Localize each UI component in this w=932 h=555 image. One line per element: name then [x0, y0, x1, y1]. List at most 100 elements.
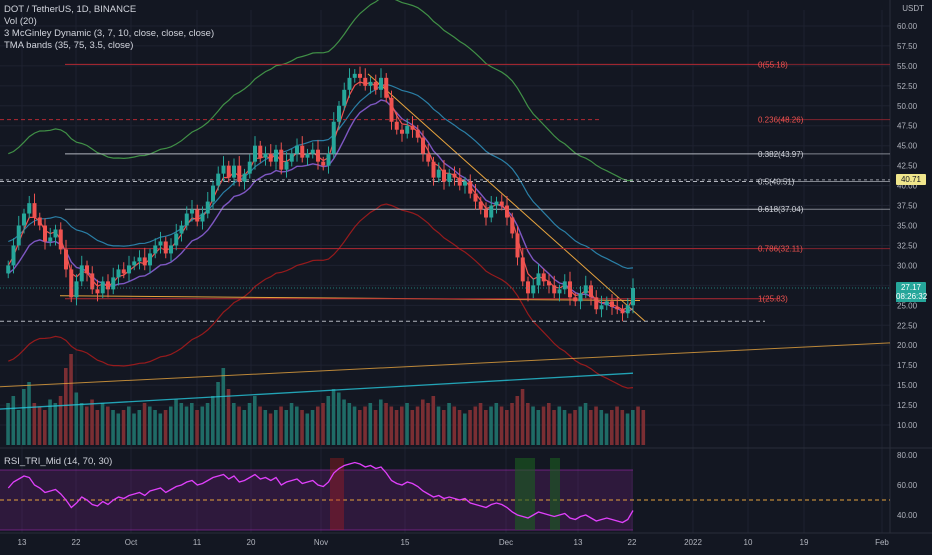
- volume-bar: [352, 406, 357, 445]
- candle-body: [289, 153, 294, 162]
- volume-bar: [636, 406, 640, 445]
- time-axis-label: 11: [193, 538, 202, 547]
- candle-body: [583, 285, 588, 294]
- candle-body: [195, 209, 200, 222]
- volume-bar: [158, 413, 163, 445]
- volume-bar: [310, 410, 315, 445]
- volume-bar: [342, 399, 346, 445]
- tma-middle-band: [8, 83, 634, 270]
- candle-body: [200, 213, 205, 222]
- candle-body: [326, 153, 331, 166]
- price-axis-label: 10.00: [897, 421, 918, 430]
- symbol-title[interactable]: DOT / TetherUS, 1D, BINANCE: [4, 4, 137, 15]
- candle-body: [447, 173, 452, 182]
- candle-body: [442, 169, 446, 182]
- candle-body: [321, 161, 326, 166]
- indicator-vol[interactable]: Vol (20): [4, 16, 37, 27]
- time-axis-label: 22: [628, 538, 637, 547]
- candle-body: [116, 269, 121, 278]
- volume-bar: [32, 403, 37, 445]
- candle-body: [237, 165, 242, 182]
- volume-bar: [148, 406, 152, 445]
- candle-body: [604, 301, 609, 306]
- candle-body: [389, 97, 394, 122]
- rsi-oversold-zone: [515, 458, 535, 530]
- indicator-mcginley[interactable]: 3 McGinley Dynamic (3, 7, 10, close, clo…: [4, 28, 215, 39]
- candle-body: [295, 145, 299, 154]
- candle-body: [473, 193, 478, 202]
- volume-bar: [620, 410, 625, 445]
- volume-bar: [79, 403, 84, 445]
- rsi-title[interactable]: RSI_TRI_Mid (14, 70, 30): [4, 456, 113, 467]
- candle-body: [457, 177, 462, 186]
- candle-body: [400, 129, 404, 134]
- candle-body: [121, 269, 126, 274]
- countdown-tag: 08:26:32: [896, 292, 928, 302]
- volume-bar: [58, 396, 63, 445]
- price-axis-label: 50.00: [897, 102, 918, 111]
- candle-body: [169, 245, 173, 254]
- candle-body: [505, 205, 509, 218]
- candle-body: [410, 125, 415, 130]
- candle-body: [557, 289, 562, 294]
- candle-body: [384, 77, 389, 98]
- volume-bar: [179, 403, 184, 445]
- volume-bar: [305, 413, 310, 445]
- candle-body: [484, 209, 488, 218]
- candle-body: [190, 209, 194, 214]
- candle-body: [594, 297, 599, 310]
- long-trend-line: [0, 342, 891, 388]
- candle-body: [578, 293, 583, 302]
- candle-body: [573, 297, 578, 302]
- candle-body: [253, 145, 257, 162]
- candle-body: [342, 89, 347, 106]
- candle-body: [64, 249, 68, 270]
- volume-bar: [74, 392, 79, 445]
- candle-body: [300, 145, 305, 158]
- volume-bar: [247, 403, 252, 445]
- candle-body: [95, 289, 100, 294]
- chart-legend: DOT / TetherUS, 1D, BINANCE Vol (20) 3 M…: [4, 4, 214, 52]
- candle-body: [379, 77, 383, 90]
- candle-body: [421, 137, 425, 154]
- candle-body: [373, 81, 378, 90]
- price-axis-label: 35.00: [897, 222, 918, 231]
- indicator-tma[interactable]: TMA bands (35, 75, 3.5, close): [4, 40, 134, 51]
- candle-body: [268, 153, 273, 162]
- volume-bar: [589, 410, 593, 445]
- volume-bar: [216, 382, 220, 445]
- volume-bar: [478, 403, 483, 445]
- time-axis-label: 22: [72, 538, 81, 547]
- volume-bar: [174, 399, 178, 445]
- candle-body: [232, 165, 236, 178]
- volume-bar: [531, 406, 535, 445]
- candle-body: [132, 261, 137, 266]
- volume-bar: [421, 399, 425, 445]
- volume-bar: [64, 368, 68, 445]
- volume-bar: [641, 410, 646, 445]
- candle-body: [526, 281, 530, 294]
- fib-level-label: 0.786(32.11): [758, 245, 803, 254]
- candle-body: [347, 77, 352, 90]
- candle-body: [211, 185, 215, 202]
- candle-body: [263, 153, 268, 158]
- volume-bar: [153, 410, 157, 445]
- volume-bar: [526, 403, 530, 445]
- volume-bar: [562, 410, 567, 445]
- candle-body: [184, 213, 189, 226]
- volume-bar: [190, 403, 194, 445]
- volume-bar: [615, 406, 619, 445]
- candle-body: [494, 201, 499, 206]
- candle-body: [258, 145, 263, 158]
- price-axis-label: 15.00: [897, 381, 918, 390]
- candle-body: [179, 225, 184, 234]
- volume-bar: [326, 396, 331, 445]
- candle-body: [153, 245, 158, 254]
- price-axis-label: 22.50: [897, 321, 918, 330]
- volume-bar: [631, 410, 635, 445]
- candle-body: [426, 153, 431, 162]
- candle-body: [568, 281, 572, 298]
- volume-bar: [221, 368, 226, 445]
